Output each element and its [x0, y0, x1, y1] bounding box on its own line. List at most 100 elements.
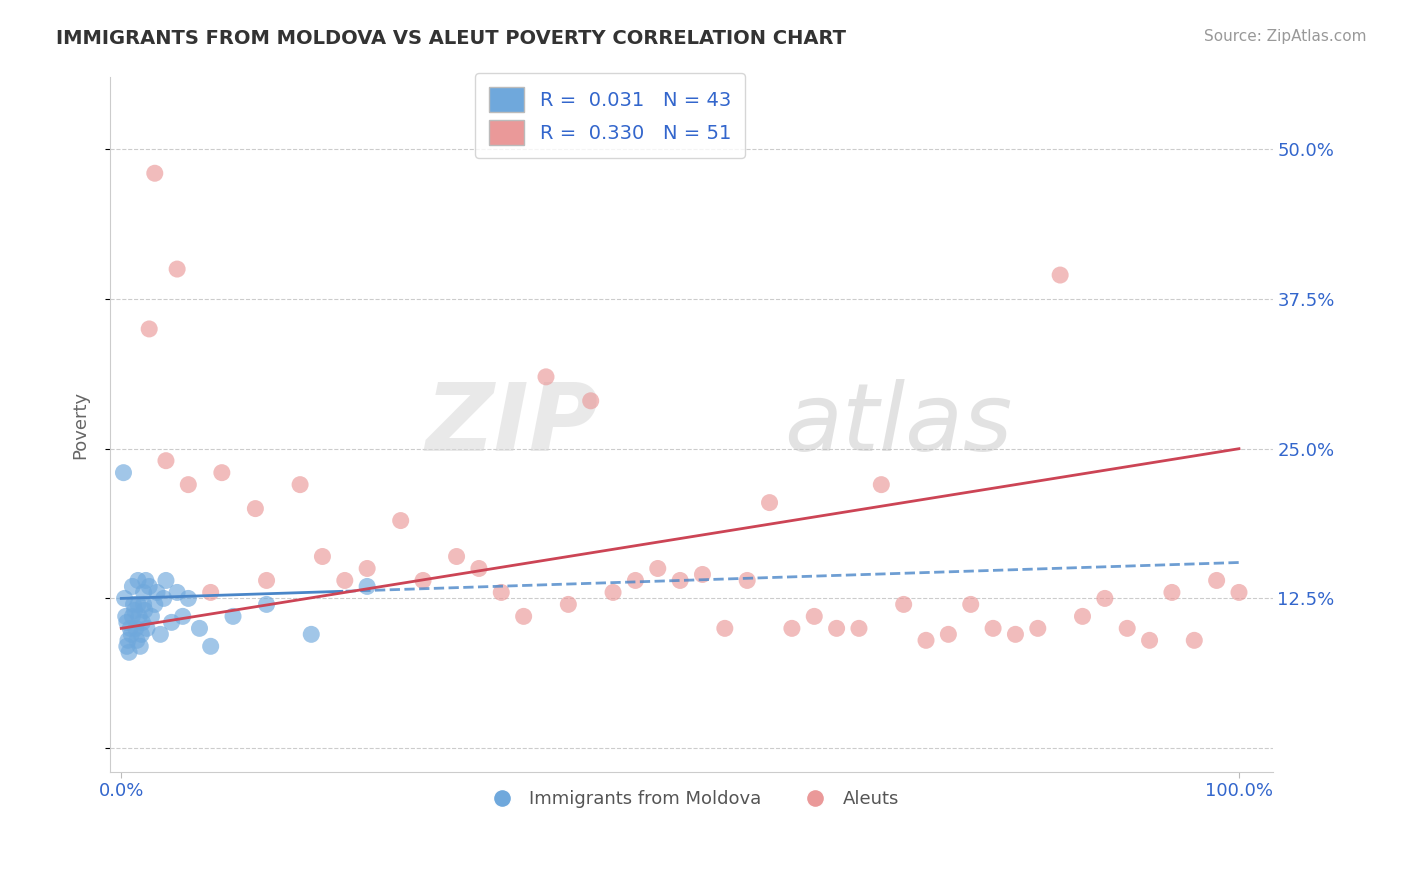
Point — [803, 609, 825, 624]
Point — [134, 603, 156, 617]
Point — [1094, 591, 1116, 606]
Point — [356, 561, 378, 575]
Point — [245, 501, 267, 516]
Point — [222, 609, 245, 624]
Point — [146, 585, 169, 599]
Text: atlas: atlas — [785, 379, 1012, 470]
Point — [299, 627, 322, 641]
Point — [491, 585, 513, 599]
Point — [129, 640, 152, 654]
Point — [132, 598, 155, 612]
Point — [115, 640, 138, 654]
Point — [288, 477, 311, 491]
Point — [1139, 633, 1161, 648]
Point — [333, 574, 356, 588]
Point — [669, 574, 692, 588]
Point — [155, 453, 177, 467]
Point — [468, 561, 491, 575]
Point — [714, 621, 737, 635]
Point — [647, 561, 669, 575]
Point — [114, 591, 136, 606]
Point — [735, 574, 758, 588]
Point — [981, 621, 1004, 635]
Point — [311, 549, 333, 564]
Point — [624, 574, 647, 588]
Point — [136, 621, 159, 635]
Point — [557, 598, 579, 612]
Y-axis label: Poverty: Poverty — [72, 391, 89, 458]
Point — [1182, 633, 1205, 648]
Legend: Immigrants from Moldova, Aleuts: Immigrants from Moldova, Aleuts — [477, 782, 905, 815]
Point — [870, 477, 893, 491]
Point — [579, 393, 602, 408]
Point — [534, 369, 557, 384]
Point — [1227, 585, 1250, 599]
Point — [121, 609, 143, 624]
Point — [848, 621, 870, 635]
Point — [1116, 621, 1139, 635]
Point — [389, 514, 412, 528]
Point — [512, 609, 534, 624]
Point — [446, 549, 468, 564]
Point — [211, 466, 233, 480]
Point — [149, 627, 172, 641]
Point — [152, 591, 174, 606]
Point — [120, 621, 142, 635]
Point — [1049, 268, 1071, 282]
Point — [780, 621, 803, 635]
Point — [155, 574, 177, 588]
Point — [135, 574, 157, 588]
Point — [1004, 627, 1026, 641]
Point — [128, 609, 150, 624]
Point — [114, 609, 136, 624]
Point — [117, 633, 139, 648]
Point — [131, 615, 153, 630]
Point — [127, 574, 149, 588]
Point — [131, 627, 153, 641]
Point — [166, 262, 188, 277]
Point — [115, 615, 138, 630]
Point — [138, 579, 160, 593]
Point — [1026, 621, 1049, 635]
Point — [177, 477, 200, 491]
Point — [138, 322, 160, 336]
Point — [959, 598, 981, 612]
Point — [143, 598, 166, 612]
Point — [825, 621, 848, 635]
Point — [758, 495, 780, 509]
Point — [118, 645, 141, 659]
Point — [120, 627, 142, 641]
Point — [112, 466, 135, 480]
Point — [256, 574, 278, 588]
Point — [127, 598, 149, 612]
Point — [125, 633, 148, 648]
Point — [125, 621, 148, 635]
Point — [141, 609, 163, 624]
Text: Source: ZipAtlas.com: Source: ZipAtlas.com — [1204, 29, 1367, 44]
Point — [172, 609, 194, 624]
Point — [122, 598, 145, 612]
Point — [692, 567, 714, 582]
Text: ZIP: ZIP — [426, 379, 599, 471]
Point — [412, 574, 434, 588]
Point — [121, 579, 143, 593]
Point — [188, 621, 211, 635]
Text: IMMIGRANTS FROM MOLDOVA VS ALEUT POVERTY CORRELATION CHART: IMMIGRANTS FROM MOLDOVA VS ALEUT POVERTY… — [56, 29, 846, 47]
Point — [915, 633, 938, 648]
Point — [1071, 609, 1094, 624]
Point — [132, 585, 155, 599]
Point — [200, 585, 222, 599]
Point — [200, 640, 222, 654]
Point — [893, 598, 915, 612]
Point — [356, 579, 378, 593]
Point — [166, 585, 188, 599]
Point — [124, 603, 146, 617]
Point — [938, 627, 960, 641]
Point — [143, 166, 166, 180]
Point — [256, 598, 278, 612]
Point — [1161, 585, 1184, 599]
Point — [177, 591, 200, 606]
Point — [602, 585, 624, 599]
Point — [160, 615, 183, 630]
Point — [1205, 574, 1227, 588]
